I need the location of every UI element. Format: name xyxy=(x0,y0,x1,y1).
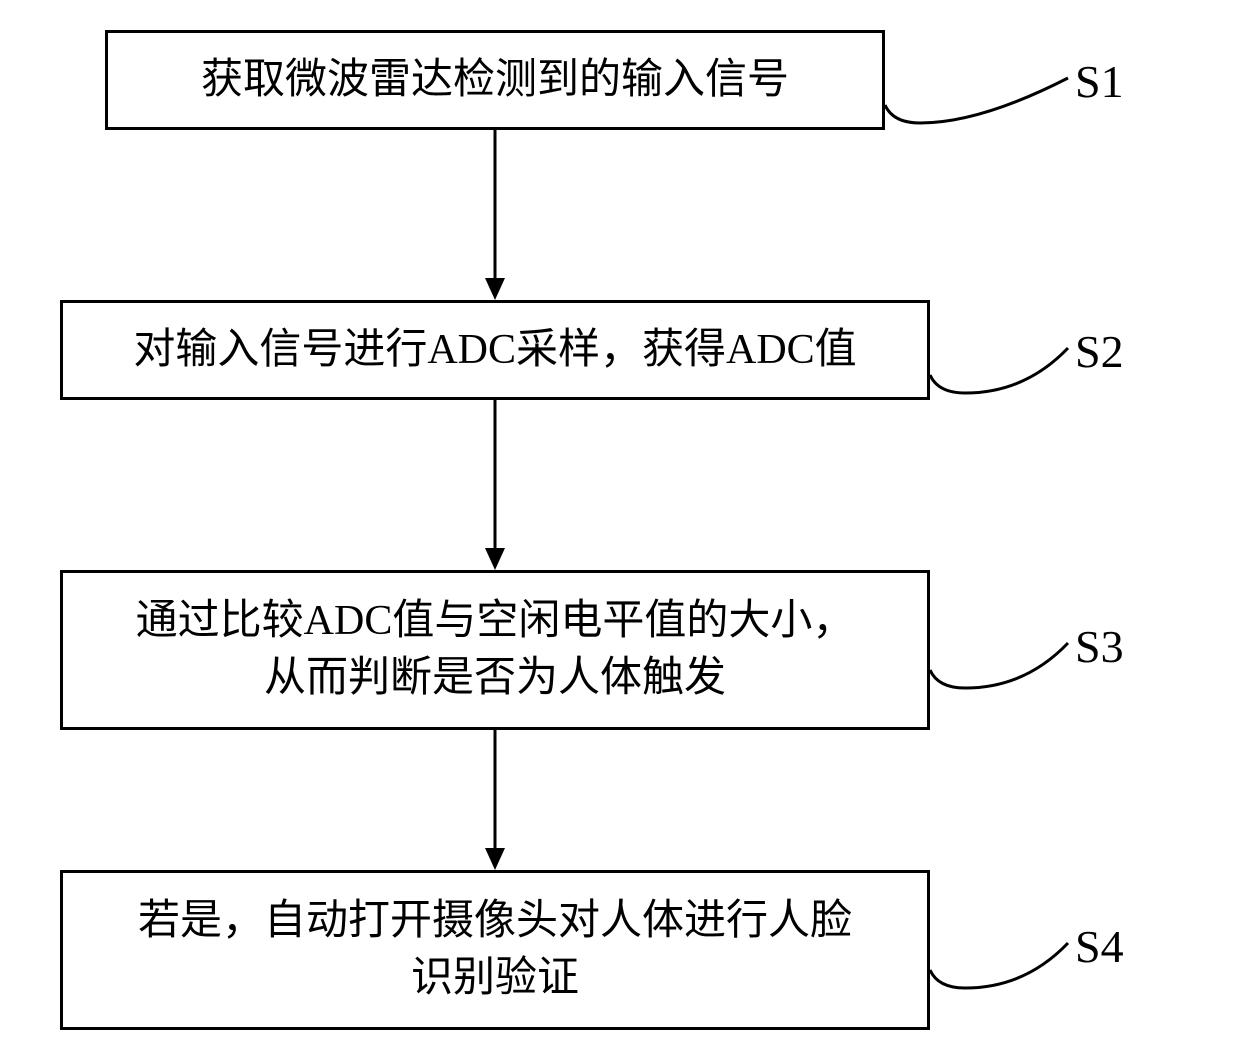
flow-node-n2: 对输入信号进行ADC采样，获得ADC值 xyxy=(60,300,930,400)
flow-node-n3: 通过比较ADC值与空闲电平值的大小， 从而判断是否为人体触发 xyxy=(60,570,930,730)
flow-node-text: 通过比较ADC值与空闲电平值的大小， 从而判断是否为人体触发 xyxy=(136,593,855,706)
flowchart-canvas: 获取微波雷达检测到的输入信号 S1 对输入信号进行ADC采样，获得ADC值 S2 通过比… xyxy=(0,0,1240,1043)
flow-node-text: 获取微波雷达检测到的输入信号 xyxy=(201,52,789,109)
step-label-s4: S4 xyxy=(1075,920,1124,973)
step-label-s1: S1 xyxy=(1075,55,1124,108)
step-label-s2: S2 xyxy=(1075,325,1124,378)
flow-node-text: 若是，自动打开摄像头对人体进行人脸 识别验证 xyxy=(138,893,852,1006)
step-label-s3: S3 xyxy=(1075,620,1124,673)
flow-node-n4: 若是，自动打开摄像头对人体进行人脸 识别验证 xyxy=(60,870,930,1030)
flow-node-n1: 获取微波雷达检测到的输入信号 xyxy=(105,30,885,130)
flow-node-text: 对输入信号进行ADC采样，获得ADC值 xyxy=(133,322,856,379)
